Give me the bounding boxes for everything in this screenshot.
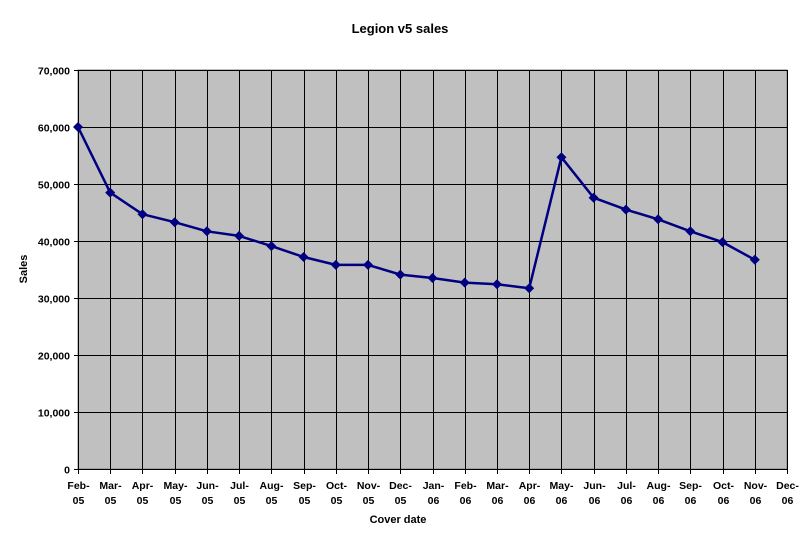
- data-point: [234, 230, 245, 241]
- x-tick-label: Mar-05: [99, 480, 122, 507]
- x-tick-label: Jul-06: [617, 480, 636, 507]
- x-tick-label: May-05: [164, 480, 188, 507]
- data-point: [73, 122, 83, 132]
- y-tick-label: 20,000: [38, 351, 70, 363]
- x-tick-label: Jun-05: [196, 480, 219, 507]
- x-tick-label: Jan-06: [423, 480, 445, 507]
- data-point: [266, 241, 277, 252]
- data-point: [620, 204, 631, 215]
- x-tick-label: Jul-05: [230, 480, 249, 507]
- data-point: [492, 279, 502, 290]
- y-tick-label: 40,000: [38, 237, 70, 249]
- data-point: [105, 187, 116, 198]
- x-tick-label: Apr-05: [132, 480, 154, 507]
- y-tick-label: 70,000: [38, 66, 70, 78]
- y-tick-label: 30,000: [38, 294, 70, 306]
- data-point: [330, 259, 341, 270]
- y-tick-label: 50,000: [38, 180, 70, 192]
- data-point: [588, 192, 599, 203]
- plot-area: 0 10,000 20,000 30,000 40,000 50,000 60,000 70,…: [38, 66, 800, 508]
- data-point: [395, 269, 406, 280]
- data-point: [363, 259, 373, 270]
- x-tick-label: Aug-05: [260, 480, 284, 507]
- series-line: [76, 126, 756, 290]
- x-tick-label: Dec-05: [389, 480, 412, 507]
- x-tick-label: Mar-06: [486, 480, 509, 507]
- x-tick-label: Oct-05: [326, 480, 348, 507]
- data-point: [459, 277, 470, 288]
- y-axis-title: Sales: [18, 255, 30, 284]
- data-point: [169, 217, 180, 228]
- x-tick-label: Sep-05: [293, 480, 316, 507]
- data-point: [653, 214, 664, 225]
- data-point: [137, 209, 148, 220]
- x-tick-label: Nov-06: [744, 480, 768, 507]
- x-tick-label: Nov-05: [357, 480, 381, 507]
- data-point: [717, 237, 728, 248]
- x-tick-label: Aug-06: [647, 480, 671, 507]
- data-point: [524, 283, 535, 294]
- x-tick-label: Feb-05: [67, 480, 90, 507]
- x-tick-label: May-06: [550, 480, 574, 507]
- x-tick-label: Sep-06: [679, 480, 702, 507]
- plot-background: [77, 69, 788, 470]
- x-tick-label: Jun-06: [583, 480, 606, 507]
- x-tick-label: Apr-06: [519, 480, 541, 507]
- chart-title: Legion v5 sales: [352, 21, 449, 36]
- data-point: [556, 152, 567, 163]
- x-tick-label: Feb-06: [454, 480, 477, 507]
- y-tick-label: 0: [64, 465, 70, 477]
- data-point: [427, 273, 438, 283]
- x-tick-label: Dec-06: [776, 480, 799, 507]
- x-axis-title: Cover date: [370, 514, 427, 526]
- y-tick-label: 60,000: [38, 123, 70, 135]
- x-tick-label: Oct-06: [713, 480, 735, 507]
- data-point: [201, 226, 212, 237]
- data-point: [749, 254, 760, 265]
- data-point: [685, 226, 696, 237]
- y-tick-label: 10,000: [38, 408, 70, 420]
- data-point: [298, 252, 309, 262]
